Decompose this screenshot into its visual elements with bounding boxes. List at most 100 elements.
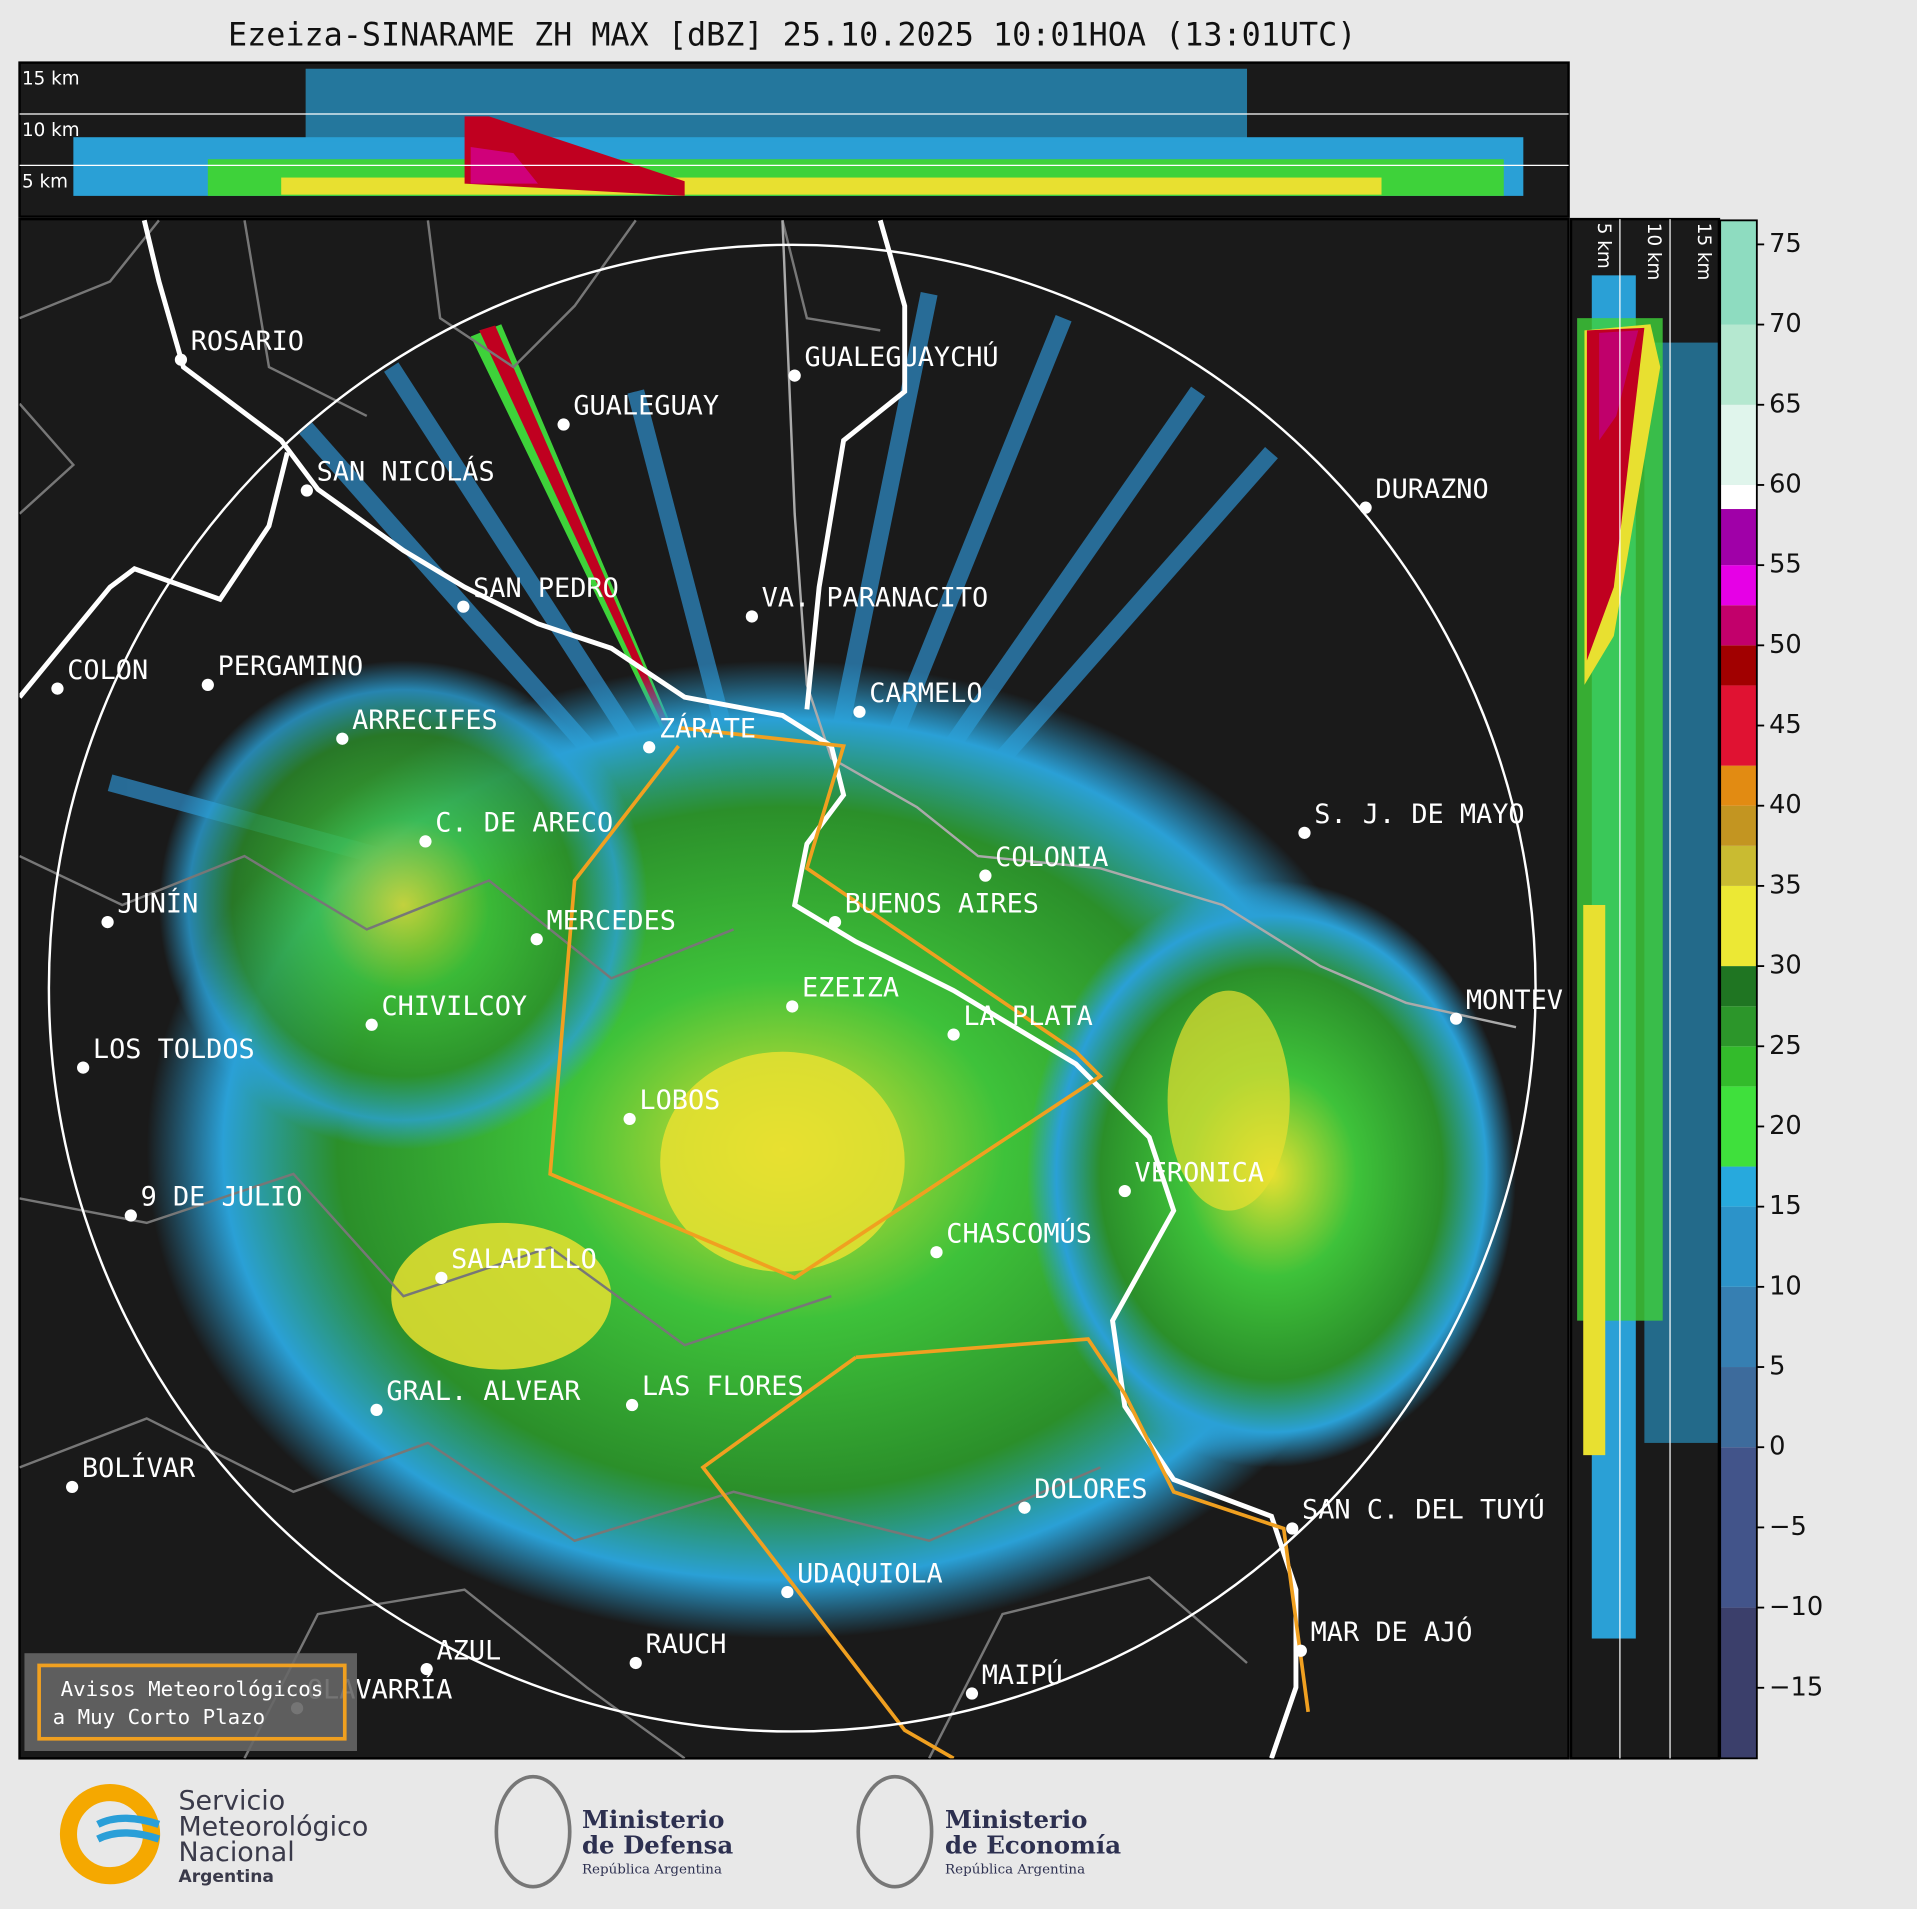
emblem (494, 1774, 572, 1889)
city-dot (1286, 1522, 1299, 1535)
city-label: PERGAMINO (218, 651, 364, 682)
city-label: CHIVILCOY (381, 991, 527, 1022)
colorbar-tick-label: 70 (1769, 309, 1802, 339)
city-label: DURAZNO (1375, 474, 1488, 505)
colorbar-tick-label: 10 (1769, 1271, 1802, 1301)
city-label: VA. PARANACITO (762, 583, 989, 614)
city-label: COLONIA (995, 842, 1108, 873)
city-dot (420, 1662, 433, 1676)
km-label: 5 km (22, 171, 68, 192)
colorbar-tick-label: −15 (1769, 1672, 1823, 1702)
city-dot (1118, 1184, 1131, 1198)
colorbar-segment (1720, 1607, 1757, 1759)
colorbar-segment (1720, 845, 1757, 886)
city-label: VERONICA (1135, 1157, 1264, 1188)
logo-text: Servicio (178, 1786, 285, 1817)
city-dot (1018, 1501, 1031, 1514)
colorbar-segment (1720, 1367, 1757, 1448)
city-dot (947, 1028, 960, 1041)
colorbar-tick-label: 0 (1769, 1432, 1785, 1462)
colorbar-segment (1720, 645, 1757, 686)
range-ring (47, 243, 1537, 1733)
colorbar-segment (1720, 805, 1757, 846)
top-panel: 15 km 10 km 5 km (18, 61, 1570, 218)
colorbar-segment (1720, 885, 1757, 967)
city-label: DOLORES (1034, 1474, 1147, 1505)
city-label: COLON (67, 655, 148, 686)
logo-text: Nacional (178, 1837, 294, 1868)
city-dot (623, 1112, 636, 1126)
colorbar-segment (1720, 484, 1757, 510)
colorbar-tick-label: −5 (1769, 1512, 1807, 1542)
city-label: JUNÍN (117, 887, 198, 919)
city-dot (51, 682, 64, 695)
logo-text: República Argentina (945, 1862, 1085, 1877)
colorbar-segment (1720, 1206, 1757, 1287)
city-dot (1298, 826, 1311, 839)
city-label: MONTEV (1466, 985, 1563, 1016)
city-label: BOLÍVAR (82, 1452, 196, 1484)
city-dot (930, 1246, 943, 1259)
city-label: CHASCOMÚS (946, 1217, 1092, 1249)
city-label: 9 DE JULIO (141, 1182, 303, 1213)
km-label: 10 km (1643, 223, 1664, 281)
km-label: 15 km (1693, 223, 1714, 281)
radar-echo (107, 291, 1516, 1639)
logo-text: Argentina (178, 1867, 273, 1887)
side-panel: 5 km 10 km 15 km (1569, 217, 1721, 1760)
colorbar-segment (1720, 1046, 1757, 1087)
km-label: 10 km (22, 120, 80, 141)
city-label: AZUL (436, 1635, 501, 1666)
city-dot (365, 1018, 378, 1031)
city-dot (101, 915, 114, 929)
map: ROSARIO GUALEGUAYCHÚ GUALEGUAY SAN NICOLÁS D… (18, 217, 1570, 1760)
city-label: MERCEDES (546, 905, 675, 936)
colorbar-segment (1720, 1286, 1757, 1368)
km-label: 15 km (22, 69, 80, 90)
logo-text: República Argentina (582, 1862, 722, 1877)
colorbar-segment (1720, 1166, 1757, 1207)
city-label: ARRECIFES (352, 705, 498, 736)
city-dot (853, 705, 866, 718)
warning-text[interactable]: Avisos Meteorológicos (61, 1677, 324, 1701)
city-label: SAN C. DEL TUYÚ (1302, 1494, 1545, 1526)
city-dot (557, 418, 570, 431)
title: Ezeiza-SINARAME ZH MAX [dBZ] 25.10.2025 … (228, 18, 1356, 54)
colorbar-segment (1720, 1086, 1757, 1167)
city-label: MAR DE AJÓ (1311, 1616, 1473, 1648)
city-label: C. DE ARECO (435, 808, 613, 839)
warning-text[interactable]: a Muy Corto Plazo (53, 1705, 266, 1729)
colorbar-segment (1720, 685, 1757, 766)
city-dot (786, 1000, 799, 1013)
city-label: BUENOS AIRES (845, 888, 1039, 919)
city-label: LA PLATA (963, 1001, 1092, 1032)
city-dot (201, 678, 214, 692)
colorbar-segment (1720, 565, 1757, 606)
city-dot (300, 484, 313, 497)
city-dot (1359, 501, 1372, 514)
city-dot (979, 869, 992, 882)
city-label: GUALEGUAYCHÚ (804, 341, 998, 373)
city-dot (629, 1656, 642, 1670)
colorbar-tick-label: 25 (1769, 1031, 1802, 1061)
city-dot (643, 741, 656, 754)
city-label: LOBOS (639, 1085, 720, 1116)
colorbar-segment (1720, 1006, 1757, 1047)
warning-area (548, 725, 1310, 1759)
city-label: MAIPÚ (982, 1659, 1063, 1691)
colorbar-tick-label: 35 (1769, 870, 1802, 900)
city-dot (965, 1687, 979, 1700)
city-dot (625, 1398, 639, 1412)
city-label: SALADILLO (451, 1244, 597, 1275)
warning-box[interactable]: Avisos Meteorológicos a Muy Corto Plazo (24, 1653, 357, 1752)
logos: Servicio Meteorológico Nacional Argentin… (59, 1774, 1121, 1889)
city-label: ZÁRATE (659, 712, 756, 744)
city-label: SAN PEDRO (473, 573, 619, 604)
city-label: CARMELO (869, 678, 982, 709)
colorbar-tick-label: 55 (1769, 550, 1802, 580)
colorbar-tick-label: 30 (1769, 951, 1802, 981)
city-dot (124, 1209, 137, 1222)
city-label: LOS TOLDOS (93, 1034, 255, 1065)
